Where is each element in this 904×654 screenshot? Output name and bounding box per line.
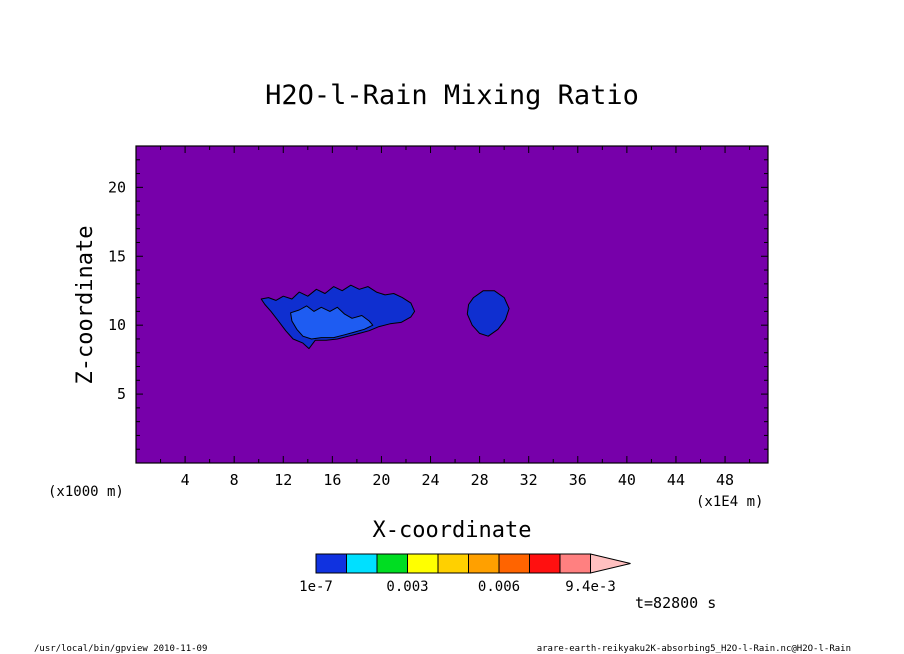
plot-background: [136, 146, 768, 463]
chart-title: H2O-l-Rain Mixing Ratio: [265, 80, 639, 111]
colorbar-cell: [529, 553, 561, 574]
x-tick-label: 40: [618, 471, 636, 489]
plot-frame: [135, 145, 769, 464]
x-tick-label: 20: [372, 471, 390, 489]
colorbar-cell: [407, 553, 439, 574]
x-tick-label: 4: [181, 471, 190, 489]
x-unit-left-label: (x1000 m): [48, 484, 124, 500]
colorbar: 1e-7 0.003 0.006 9.4e-3: [299, 553, 631, 595]
colorbar-cell: [437, 553, 469, 574]
y-tick-label: 10: [108, 316, 126, 334]
x-tick-label: 12: [274, 471, 292, 489]
x-tick-label: 36: [569, 471, 587, 489]
footer-right: arare-earth-reikyaku2K-absorbing5_H2O-l-…: [537, 644, 851, 654]
x-tick-label: 8: [230, 471, 239, 489]
colorbar-cell: [468, 553, 500, 574]
time-label: t=82800 s: [635, 594, 716, 612]
x-tick-label: 48: [716, 471, 734, 489]
y-tick-label: 5: [117, 385, 126, 403]
contour-field: [260, 284, 510, 350]
colorbar-cell: [376, 553, 408, 574]
colorbar-arrow: [590, 553, 631, 574]
x-tick-label: 32: [520, 471, 538, 489]
colorbar-label: 0.006: [478, 579, 520, 595]
x-unit-right-label: (x1E4 m): [696, 494, 763, 510]
x-tick-label: 28: [471, 471, 489, 489]
x-tick-label: 44: [667, 471, 685, 489]
x-axis-label: X-coordinate: [373, 518, 532, 543]
cloud-left-core: [290, 305, 374, 340]
x-tick-label: 24: [421, 471, 439, 489]
colorbar-cell: [315, 553, 347, 574]
footer-left: /usr/local/bin/gpview 2010-11-09: [34, 644, 207, 654]
colorbar-cell: [346, 553, 378, 574]
colorbar-label: 0.003: [386, 579, 428, 595]
cloud-right: [466, 290, 510, 337]
colorbar-cell: [498, 553, 530, 574]
y-tick-label: 20: [108, 178, 126, 196]
colorbar-label: 1e-7: [299, 579, 333, 595]
x-tick-label: 16: [323, 471, 341, 489]
colorbar-cell: [559, 553, 591, 574]
y-axis-label: Z-coordinate: [73, 226, 98, 385]
colorbar-label: 9.4e-3: [565, 579, 616, 595]
y-tick-label: 15: [108, 247, 126, 265]
